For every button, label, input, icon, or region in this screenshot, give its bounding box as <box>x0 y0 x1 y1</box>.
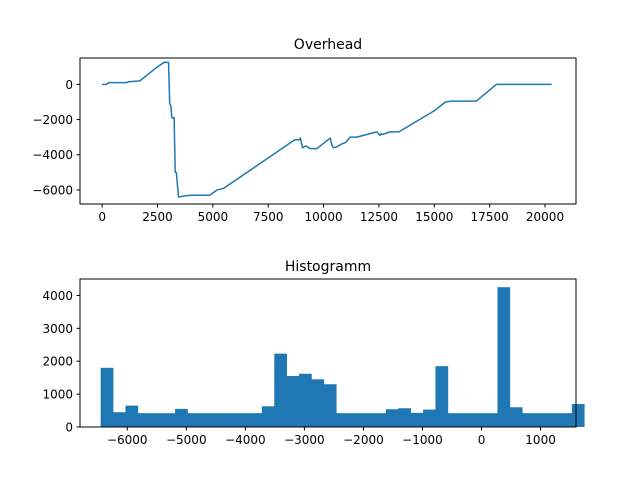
histogram-bar <box>311 379 325 427</box>
overhead-x-axis: 0 2500 5000 7500 10000 12500 15000 17500 20000 <box>98 204 564 224</box>
overhead-x-tick-label: 0 <box>98 210 106 224</box>
histogram-x-tick-label: −3000 <box>284 433 325 447</box>
histogram-bar <box>336 413 349 427</box>
histogram-x-axis: −6000 −5000 −4000 −3000 −2000 −1000 0 1000 <box>107 427 556 447</box>
overhead-series-line-0 <box>102 61 552 198</box>
overhead-y-tick-label: −4000 <box>32 148 73 162</box>
histogram-x-tick-label: 1000 <box>525 433 556 447</box>
overhead-x-tick-label: 7500 <box>253 210 284 224</box>
histogram-x-tick-label: −4000 <box>225 433 266 447</box>
histogram-y-tick-label: 0 <box>65 421 73 435</box>
histogram-bar <box>150 413 163 427</box>
histogram-bar <box>571 403 585 427</box>
overhead-x-tick-label: 5000 <box>198 210 229 224</box>
overhead-y-tick-label: −2000 <box>32 113 73 127</box>
histogram-bar <box>447 413 461 427</box>
histogram-bar <box>522 413 535 427</box>
histogram-x-tick-label: −1000 <box>402 433 443 447</box>
overhead-title: Overhead <box>294 37 362 53</box>
histogram-bar <box>286 376 300 427</box>
histogram-bar <box>435 366 449 427</box>
histogram-bar <box>237 413 250 427</box>
histogram-bar <box>373 413 387 427</box>
overhead-x-tick-label: 2500 <box>142 210 173 224</box>
histogram-bar <box>212 413 225 427</box>
overhead-plot-area <box>102 61 552 198</box>
histogram-bar <box>125 405 139 427</box>
histogram-bar <box>348 413 362 427</box>
histogram-bar <box>460 413 473 427</box>
histogram-bar <box>113 412 126 427</box>
histogram-bar <box>249 413 263 427</box>
overhead-y-tick-label: −6000 <box>32 183 73 197</box>
histogram-bar <box>385 409 399 427</box>
histogram-x-tick-label: −2000 <box>343 433 384 447</box>
histogram-x-tick-label: −5000 <box>166 433 207 447</box>
histogram-bar <box>547 413 560 427</box>
overhead-y-axis: 0 −2000 −4000 −6000 <box>32 78 80 197</box>
histogram-y-tick-label: 1000 <box>42 388 73 402</box>
histogram-bar <box>509 407 523 427</box>
histogram-y-axis: 0 1000 2000 3000 4000 <box>42 289 80 435</box>
histogram-bar <box>534 413 548 427</box>
histogram-bar <box>559 413 573 427</box>
histogram-bar <box>137 413 151 427</box>
overhead-x-tick-label: 17500 <box>471 210 509 224</box>
histogram-bar <box>274 353 287 427</box>
histogram-bar <box>175 408 188 427</box>
overhead-chart: Overhead 0 2500 5000 7500 10000 12500 15000 175… <box>32 37 577 224</box>
overhead-x-tick-label: 15000 <box>415 210 453 224</box>
overhead-axes-frame <box>79 57 577 205</box>
histogram-bar <box>423 409 436 427</box>
overhead-x-tick-label: 12500 <box>360 210 398 224</box>
histogram-chart: Histogramm −6000 −5000 −4000 −3000 −2000 −100… <box>42 259 585 447</box>
histogram-x-tick-label: −6000 <box>107 433 148 447</box>
histogram-plot-area <box>100 287 585 427</box>
histogram-bar <box>187 413 201 427</box>
histogram-bar <box>199 413 213 427</box>
histogram-axes-frame <box>79 278 577 428</box>
histogram-x-tick-label: 0 <box>478 433 486 447</box>
histogram-bar <box>261 406 275 427</box>
histogram-bar <box>224 413 238 427</box>
overhead-x-tick-label: 10000 <box>304 210 342 224</box>
histogram-bar <box>361 413 374 427</box>
histogram-bar <box>410 412 424 427</box>
histogram-title: Histogramm <box>285 259 371 275</box>
histogram-bar <box>398 408 411 427</box>
overhead-x-tick-label: 20000 <box>526 210 564 224</box>
histogram-bar <box>472 413 486 427</box>
histogram-y-tick-label: 2000 <box>42 355 73 369</box>
histogram-bar <box>323 384 337 427</box>
histogram-bar <box>497 287 511 427</box>
histogram-y-tick-label: 4000 <box>42 289 73 303</box>
histogram-bar <box>485 413 498 427</box>
overhead-y-tick-label: 0 <box>65 78 73 92</box>
histogram-bar <box>299 373 312 427</box>
histogram-bar <box>100 367 114 427</box>
histogram-y-tick-label: 3000 <box>42 322 73 336</box>
histogram-bar <box>162 413 176 427</box>
